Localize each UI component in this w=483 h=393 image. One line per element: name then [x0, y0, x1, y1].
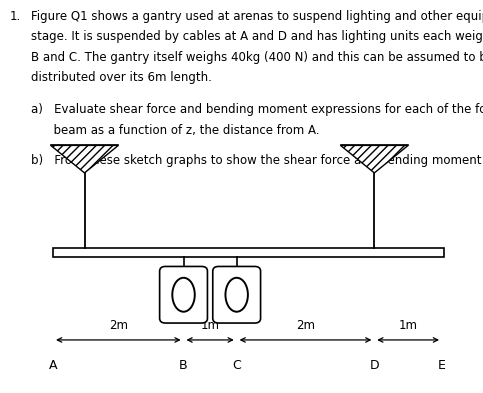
Text: B and C. The gantry itself weighs 40kg (400 N) and this can be assumed to be uni: B and C. The gantry itself weighs 40kg (…	[31, 51, 483, 64]
Polygon shape	[341, 145, 408, 173]
Text: beam as a function of z, the distance from A.: beam as a function of z, the distance fr…	[31, 124, 320, 137]
Text: 1m: 1m	[398, 319, 418, 332]
Bar	[53, 248, 444, 257]
Text: E: E	[438, 359, 446, 372]
FancyBboxPatch shape	[160, 266, 208, 323]
Text: B: B	[179, 359, 188, 372]
Text: 1m: 1m	[200, 319, 220, 332]
Text: A: A	[49, 359, 57, 372]
Text: 2m: 2m	[109, 319, 128, 332]
Text: stage. It is suspended by cables at A and D and has lighting units each weighing: stage. It is suspended by cables at A an…	[31, 30, 483, 43]
Text: D: D	[369, 359, 379, 372]
Polygon shape	[51, 145, 118, 173]
FancyBboxPatch shape	[213, 266, 261, 323]
Text: b)   From these sketch graphs to show the shear force and bending moment as a fu: b) From these sketch graphs to show the …	[31, 154, 483, 167]
Text: 1.: 1.	[10, 10, 21, 23]
Text: C: C	[232, 359, 241, 372]
Text: 2m: 2m	[296, 319, 315, 332]
Text: Figure Q1 shows a gantry used at arenas to suspend lighting and other equipment : Figure Q1 shows a gantry used at arenas …	[31, 10, 483, 23]
Text: distributed over its 6m length.: distributed over its 6m length.	[31, 71, 212, 84]
Text: a)   Evaluate shear force and bending moment expressions for each of the four se: a) Evaluate shear force and bending mome…	[31, 103, 483, 116]
